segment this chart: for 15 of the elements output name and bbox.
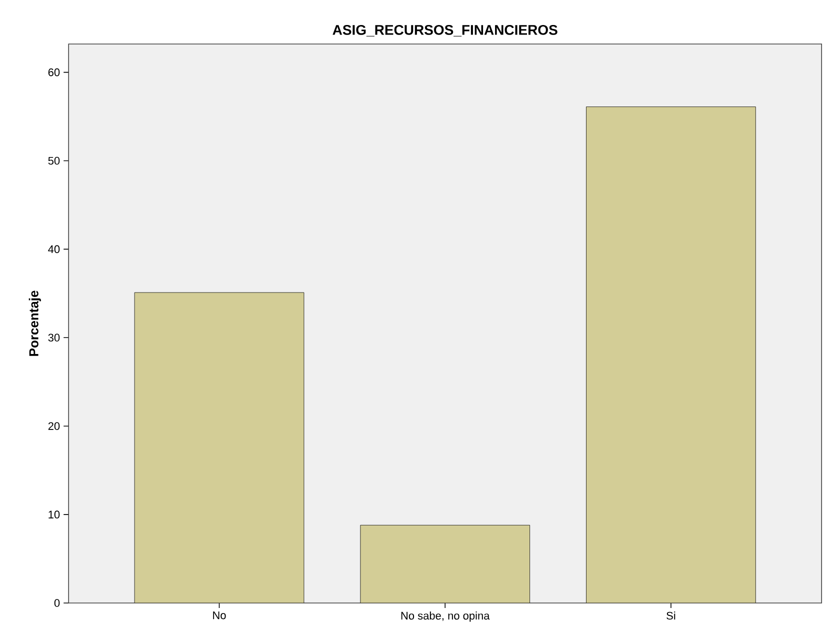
bar [134, 292, 304, 603]
x-tick-label: Si [666, 612, 676, 620]
y-tick-label: 50 [48, 156, 60, 165]
bar [586, 106, 756, 603]
x-tick-label: No [213, 612, 226, 620]
y-tick-label: 30 [48, 334, 60, 342]
y-axis-title: Porcentaje [28, 290, 41, 356]
bar [360, 524, 530, 603]
y-tick-label: 40 [48, 245, 60, 254]
y-tick-label: 20 [48, 422, 60, 430]
y-tick-label: 0 [54, 599, 60, 607]
y-tick-label: 60 [48, 68, 60, 76]
chart-title: ASIG_RECURSOS_FINANCIEROS [332, 24, 558, 36]
x-tick-label: No sabe, no opina [401, 612, 490, 622]
y-tick-label: 10 [48, 510, 60, 518]
